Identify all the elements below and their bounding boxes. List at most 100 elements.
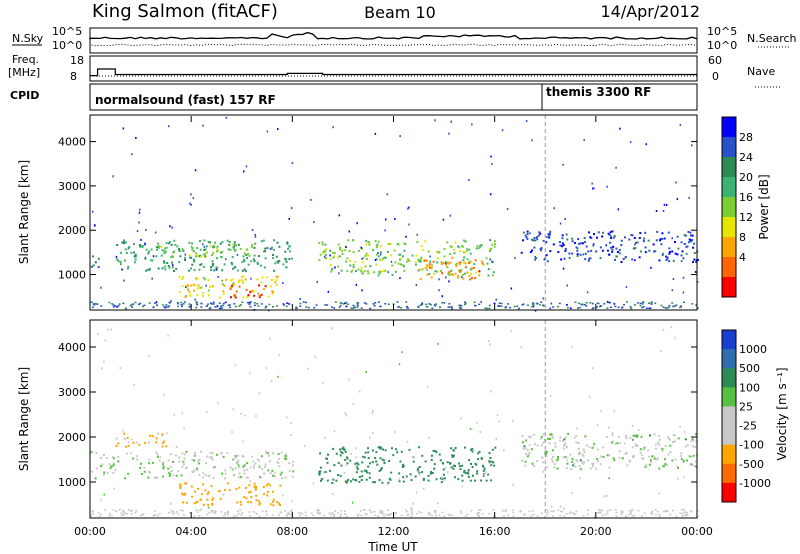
- data-cell: [389, 243, 392, 245]
- data-cell: [667, 231, 670, 234]
- ground-cell: [410, 515, 413, 518]
- data-cell: [236, 501, 239, 504]
- data-cell: [656, 457, 659, 460]
- data-cell: [211, 285, 214, 288]
- data-cell: [252, 466, 255, 469]
- data-cell: [108, 463, 111, 466]
- data-cell: [163, 252, 166, 255]
- ground-cell: [239, 304, 242, 306]
- data-cell: [563, 257, 566, 260]
- ground-cell: [531, 303, 534, 306]
- data-cell: [539, 437, 542, 440]
- ground-cell: [591, 302, 594, 305]
- data-cell: [536, 236, 538, 239]
- data-cell: [352, 251, 355, 254]
- ground-cell: [628, 510, 631, 512]
- noise-cell: [121, 268, 123, 271]
- ground-cell: [360, 307, 363, 309]
- data-cell: [250, 260, 253, 263]
- data-cell: [624, 236, 626, 239]
- ground-cell: [118, 303, 121, 305]
- data-cell: [123, 259, 126, 262]
- data-cell: [262, 486, 265, 488]
- data-cell: [674, 252, 677, 255]
- data-cell: [376, 463, 379, 466]
- data-cell: [344, 459, 347, 462]
- noise-cell: [448, 280, 450, 283]
- data-cell: [204, 474, 207, 477]
- data-cell: [272, 257, 275, 260]
- ground-cell: [333, 513, 335, 516]
- data-cell: [339, 454, 342, 457]
- data-cell: [181, 248, 184, 250]
- data-cell: [365, 469, 368, 472]
- data-cell: [446, 261, 449, 264]
- noise-cell: [194, 298, 196, 301]
- data-cell: [320, 479, 322, 482]
- ground-cell: [488, 304, 491, 307]
- ground-cell: [296, 307, 298, 309]
- data-cell: [628, 238, 631, 241]
- noise-cell: [192, 197, 195, 199]
- ground-cell: [205, 305, 208, 307]
- data-cell: [162, 461, 165, 464]
- ground-cell: [579, 306, 582, 309]
- data-cell: [653, 457, 656, 460]
- data-cell: [686, 245, 689, 248]
- data-cell: [531, 249, 533, 252]
- data-cell: [358, 476, 361, 478]
- ground-cell: [675, 515, 678, 518]
- ground-cell: [216, 305, 219, 308]
- data-cell: [471, 450, 474, 453]
- ground-cell: [428, 303, 431, 305]
- data-cell: [668, 438, 671, 441]
- data-cell: [267, 482, 270, 485]
- data-cell: [235, 462, 238, 464]
- noise-cell: [549, 394, 552, 397]
- data-cell: [355, 471, 358, 474]
- data-cell: [614, 442, 617, 445]
- ground-cell: [289, 513, 292, 516]
- noise-cell: [680, 260, 683, 262]
- x-tick-label: 00:00: [74, 525, 106, 538]
- data-cell: [181, 285, 184, 288]
- data-cell: [337, 461, 340, 464]
- data-cell: [374, 456, 377, 459]
- data-cell: [250, 289, 253, 292]
- ground-cell: [297, 512, 300, 514]
- data-cell: [553, 466, 556, 469]
- data-cell: [171, 255, 174, 258]
- data-cell: [459, 261, 462, 264]
- data-cell: [471, 448, 474, 450]
- data-cell: [636, 241, 639, 244]
- data-cell: [639, 250, 642, 253]
- ground-cell: [466, 513, 469, 516]
- data-cell: [417, 467, 420, 470]
- data-cell: [94, 261, 97, 264]
- ground-cell: [238, 305, 241, 307]
- noise-cell: [355, 270, 357, 273]
- data-cell: [406, 260, 409, 263]
- data-cell: [436, 257, 439, 260]
- data-cell: [321, 241, 324, 244]
- data-cell: [543, 258, 546, 261]
- noise-cell: [154, 231, 157, 234]
- data-cell: [260, 293, 263, 296]
- data-cell: [246, 462, 249, 465]
- data-cell: [230, 262, 233, 264]
- ground-cell: [181, 509, 184, 512]
- ground-cell: [286, 302, 289, 304]
- data-cell: [530, 448, 533, 451]
- ground-cell: [448, 303, 451, 305]
- data-cell: [230, 296, 232, 299]
- data-cell: [535, 257, 538, 259]
- x-axis-label: Time UT: [367, 540, 418, 554]
- data-cell: [551, 434, 554, 437]
- data-cell: [175, 267, 178, 270]
- data-cell: [154, 476, 157, 479]
- data-cell: [691, 234, 694, 237]
- ground-cell: [629, 511, 632, 514]
- ground-cell: [224, 511, 227, 514]
- data-cell: [666, 256, 669, 259]
- data-cell: [494, 446, 497, 449]
